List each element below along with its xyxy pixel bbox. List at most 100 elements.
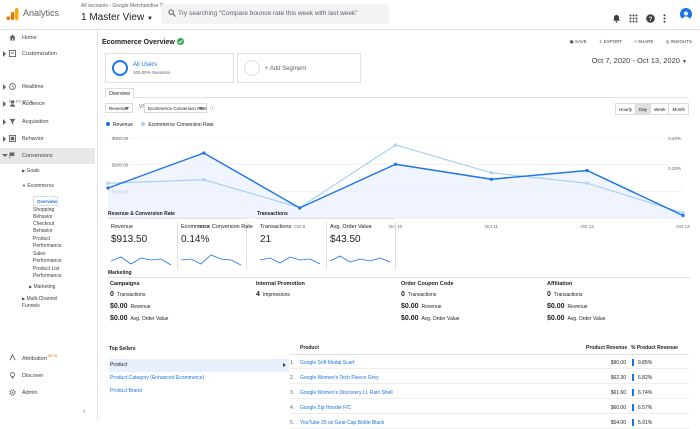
metric-label: Revenue [111,224,134,230]
sidebar-item-overview[interactable]: Overview [33,196,59,206]
granularity-hourly-button[interactable]: Hourly [615,103,637,115]
sidebar-item-attribution[interactable]: Attribution BETA [0,350,95,366]
row-number: 2. [290,375,295,381]
gear-icon [9,389,16,396]
top-sellers-item-category[interactable]: Product Category (Enhanced Ecommerce) [110,375,205,381]
column-header-product-revenue[interactable]: Product Revenue [586,345,628,351]
sidebar-item-product-list-performance[interactable]: Product List Performance [33,266,62,279]
sidebar-item-audience[interactable]: Audience [0,96,95,112]
column-header-product[interactable]: Product [300,345,319,351]
segment-all-users[interactable]: All Users 100.00% Sessions [105,53,234,83]
more-vert-icon[interactable] [663,10,672,23]
product-link[interactable]: Google Women's Tech Fleece Grey [300,375,379,381]
sidebar-item-discover[interactable]: Discover [0,368,95,384]
metric1-select[interactable]: Revenue [105,103,133,113]
save-button[interactable]: ▣ SAVE [569,39,586,45]
top-sellers-item-brand[interactable]: Product Brand [110,388,142,394]
sidebar-item-ecommerce[interactable]: ▼ Ecommerce [22,183,54,189]
marketing-value: 0 [110,291,114,298]
sidebar-item-shopping-behavior[interactable]: Shopping Behavior [33,207,55,220]
marketing-row[interactable]: $0.00 Avg. Order Value [401,315,541,327]
marketing-row[interactable]: $0.00 Revenue [110,303,250,315]
legend-item-conversion-rate[interactable]: Ecommerce Conversion Rate [141,122,214,128]
data-point-revenue [585,168,589,173]
sidebar-item-label: Attribution BETA [22,354,57,362]
product-link[interactable]: Google Zip Hoodie F/C [300,405,352,411]
metric-avg-order-value[interactable]: Avg. Order Value $43.50 [327,222,396,270]
granularity-day-button[interactable]: Day [635,103,652,115]
tab-overview[interactable]: Overview [105,88,134,98]
metric2-select[interactable]: Ecommerce Conversion Rate [144,103,207,113]
sidebar-item-home[interactable]: Home [0,30,95,46]
sidebar-item-behavior[interactable]: Behavior [0,131,95,147]
product-link[interactable]: Google Women's Discovery Lt. Rain Shell [300,390,393,396]
notifications-icon[interactable] [612,10,621,23]
legend-dot [106,122,110,126]
sparkline [111,256,172,266]
granularity-week-button[interactable]: Week [650,103,670,115]
collapse-sidebar-icon[interactable]: ‹ [83,408,86,415]
insights-label: INSIGHTS [670,39,692,44]
export-icon: ⇪ [598,39,603,44]
data-point-revenue [298,206,302,210]
chevron-down-icon: ▼ [682,59,687,65]
sidebar-item-conversions[interactable]: Conversions [0,148,95,164]
marketing-label: Revenue [130,304,151,310]
top-sellers-header: Top Sellers [109,346,136,352]
marketing-row[interactable]: 0 Transactions [110,291,250,303]
legend-item-revenue[interactable]: Revenue [106,122,133,128]
help-icon[interactable]: ? [646,10,655,23]
sidebar-item-admin[interactable]: Admin [0,385,95,401]
help-circle-icon[interactable]: ⓘ [210,106,216,112]
line-chart[interactable]: $300.00$200.00$100.000.40%0.20%Oct 8Oct … [99,130,699,230]
product-link[interactable]: Google Soft Modal Scarf [300,360,355,366]
search-bar[interactable]: Try searching "Compare bounce rate this … [161,4,389,24]
sidebar-item-marketing[interactable]: ▶ Marketing [29,284,55,290]
marketing-col-title: Affiliation [547,281,573,287]
caret-right-icon [3,51,6,57]
marketing-row[interactable]: 4 Impressions [256,291,396,303]
sidebar-item-realtime[interactable]: Realtime [0,79,95,95]
sidebar-item-multi-channel-funnels[interactable]: ▶ Multi-Channel Funnels [22,295,68,310]
metric-transactions[interactable]: Transactions 21 [257,222,327,270]
top-sellers-item-product[interactable]: Product [109,359,289,372]
marketing-row[interactable]: 0 Transactions [401,291,541,303]
apps-grid-icon[interactable] [629,10,638,22]
legend-dot [141,122,146,126]
metric-revenue[interactable]: Revenue $913.50 [108,222,178,270]
percent-revenue: 6.74% [638,390,653,396]
product-link[interactable]: YouTube 25 oz Gear Cap Bottle Black [300,420,385,426]
row-number: 4. [290,405,295,411]
insights-button[interactable]: ◎ INSIGHTS [666,39,692,45]
top-bar: Analytics All accounts › Google Merchand… [0,0,700,30]
marketing-row[interactable]: $0.00 Revenue [401,303,541,315]
date-range-picker[interactable]: Oct 7, 2020 - Oct 13, 2020 ▼ [592,56,687,65]
view-selector[interactable]: 1 Master View ▼ [81,12,153,23]
row-number: 1. [290,360,295,366]
sidebar-item-checkout-behavior[interactable]: Checkout Behavior [33,221,55,234]
marketing-row[interactable]: $0.00 Avg. Order Value [110,315,250,327]
share-button[interactable]: < SHARE [634,39,653,45]
x-tick-label: Oct 9 [294,224,305,229]
caret-right-icon: ▶ [22,296,26,301]
avatar[interactable] [680,8,692,20]
marketing-row[interactable]: 0 Transactions [547,291,687,303]
sidebar-item-goals[interactable]: ▶ Goals [22,168,40,174]
granularity-month-button[interactable]: Month [668,103,689,115]
metric-conversion-rate[interactable]: Ecommerce Conversion Rate 0.14% [178,222,253,270]
behavior-icon [9,135,16,142]
sidebar-item-customization[interactable]: Customization [0,46,95,62]
percent-bar [632,389,634,396]
analytics-logo-icon[interactable] [6,7,20,21]
sidebar-item-acquisition[interactable]: Acquisition [0,114,95,130]
sidebar-item-sales-performance[interactable]: Sales Performance [33,251,62,264]
sidebar-item-product-performance[interactable]: Product Performance [33,236,62,249]
marketing-row[interactable]: $0.00 Avg. Order Value [547,315,687,327]
column-header-pct-revenue[interactable]: % Product Revenue [631,345,678,351]
marketing-internal-promotion: Internal Promotion 4 Impressions [256,281,396,303]
clock-icon [9,83,16,90]
account-breadcrumb[interactable]: All accounts › Google Merchandise St... [81,3,169,9]
export-button[interactable]: ⇪ EXPORT [599,39,622,45]
marketing-row[interactable]: $0.00 Revenue [547,303,687,315]
add-segment-button[interactable]: + Add Segment [237,53,361,83]
